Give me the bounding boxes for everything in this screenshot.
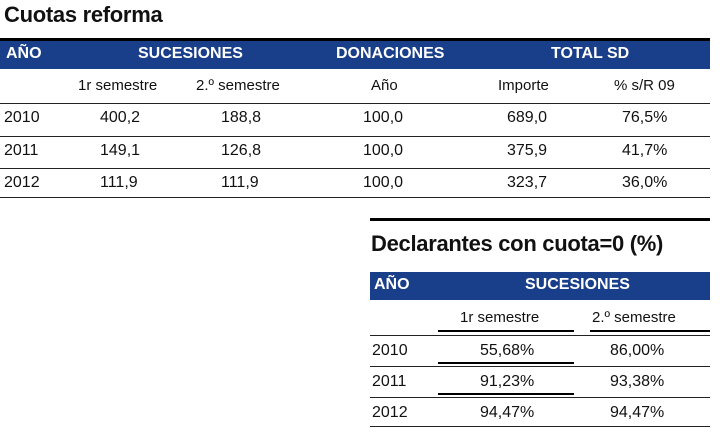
cell-sem1: 111,9 <box>100 174 138 191</box>
cell-pct: 36,0% <box>622 174 668 191</box>
header-sucesiones: SUCESIONES <box>525 276 630 293</box>
cell-don: 100,0 <box>363 142 404 159</box>
cell-sem1: 55,68% <box>480 342 535 359</box>
underline-sem1 <box>438 330 574 332</box>
cell-sem1: 400,2 <box>100 109 141 126</box>
cell-year: 2012 <box>4 174 40 191</box>
header-total: TOTAL SD <box>551 45 630 62</box>
cell-sem2: 188,8 <box>221 109 262 126</box>
cell-pct: 41,7% <box>622 142 668 159</box>
subheader-sem1: 1r semestre <box>460 309 540 326</box>
cell-sem2: 93,38% <box>610 373 665 390</box>
table-row: 2010 55,68% 86,00% <box>370 335 710 364</box>
cell-sem2: 86,00% <box>610 342 665 359</box>
table1-title: Cuotas reforma <box>4 2 163 27</box>
cell-importe: 323,7 <box>507 174 548 191</box>
cell-don: 100,0 <box>363 174 404 191</box>
cell-importe: 689,0 <box>507 109 548 126</box>
table-row: 2011 91,23% 93,38% <box>370 366 710 395</box>
table-row: 2011 149,1 126,8 100,0 375,9 41,7% <box>0 136 710 165</box>
header-year: AÑO <box>374 276 410 293</box>
cell-year: 2011 <box>4 142 39 159</box>
subheader-importe: Importe <box>498 77 549 94</box>
cell-sem2: 94,47% <box>610 404 665 421</box>
cell-sem2: 111,9 <box>221 174 259 191</box>
table2-header-row: AÑO SUCESIONES <box>370 272 710 300</box>
table-row: 2010 400,2 188,8 100,0 689,0 76,5% <box>0 103 710 132</box>
table-row: 2012 111,9 111,9 100,0 323,7 36,0% <box>0 168 710 198</box>
cell-sem2: 126,8 <box>221 142 262 159</box>
table2-title: Declarantes con cuota=0 (%) <box>371 231 664 256</box>
underline-sem1 <box>438 393 574 395</box>
subheader-sem2: 2.º semestre <box>592 309 676 326</box>
header-sucesiones: SUCESIONES <box>138 45 243 62</box>
table1-header-row: AÑO SUCESIONES DONACIONES TOTAL SD <box>0 38 710 69</box>
subheader-sem2: 2.º semestre <box>196 77 280 94</box>
subheader-don-year: Año <box>371 77 398 94</box>
cell-sem1: 94,47% <box>480 404 535 421</box>
cell-year: 2010 <box>4 109 40 126</box>
table1-subheader-row: 1r semestre 2.º semestre Año Importe % s… <box>0 69 710 101</box>
subheader-sem1: 1r semestre <box>78 77 158 94</box>
cell-pct: 76,5% <box>622 109 668 126</box>
cell-year: 2010 <box>372 342 408 359</box>
cell-sem1: 91,23% <box>480 373 535 390</box>
cell-importe: 375,9 <box>507 142 548 159</box>
underline-sem1 <box>438 362 574 364</box>
table-row: 2012 94,47% 94,47% <box>370 397 710 427</box>
cell-year: 2012 <box>372 404 408 421</box>
table2-subheader-row: 1r semestre 2.º semestre <box>370 302 710 332</box>
header-donaciones: DONACIONES <box>336 45 445 62</box>
cell-year: 2011 <box>372 373 407 390</box>
underline-sem2 <box>590 330 710 332</box>
header-year: AÑO <box>6 45 42 62</box>
subheader-pct: % s/R 09 <box>614 77 675 94</box>
cell-sem1: 149,1 <box>100 142 141 159</box>
section-divider <box>370 218 710 221</box>
cell-don: 100,0 <box>363 109 404 126</box>
